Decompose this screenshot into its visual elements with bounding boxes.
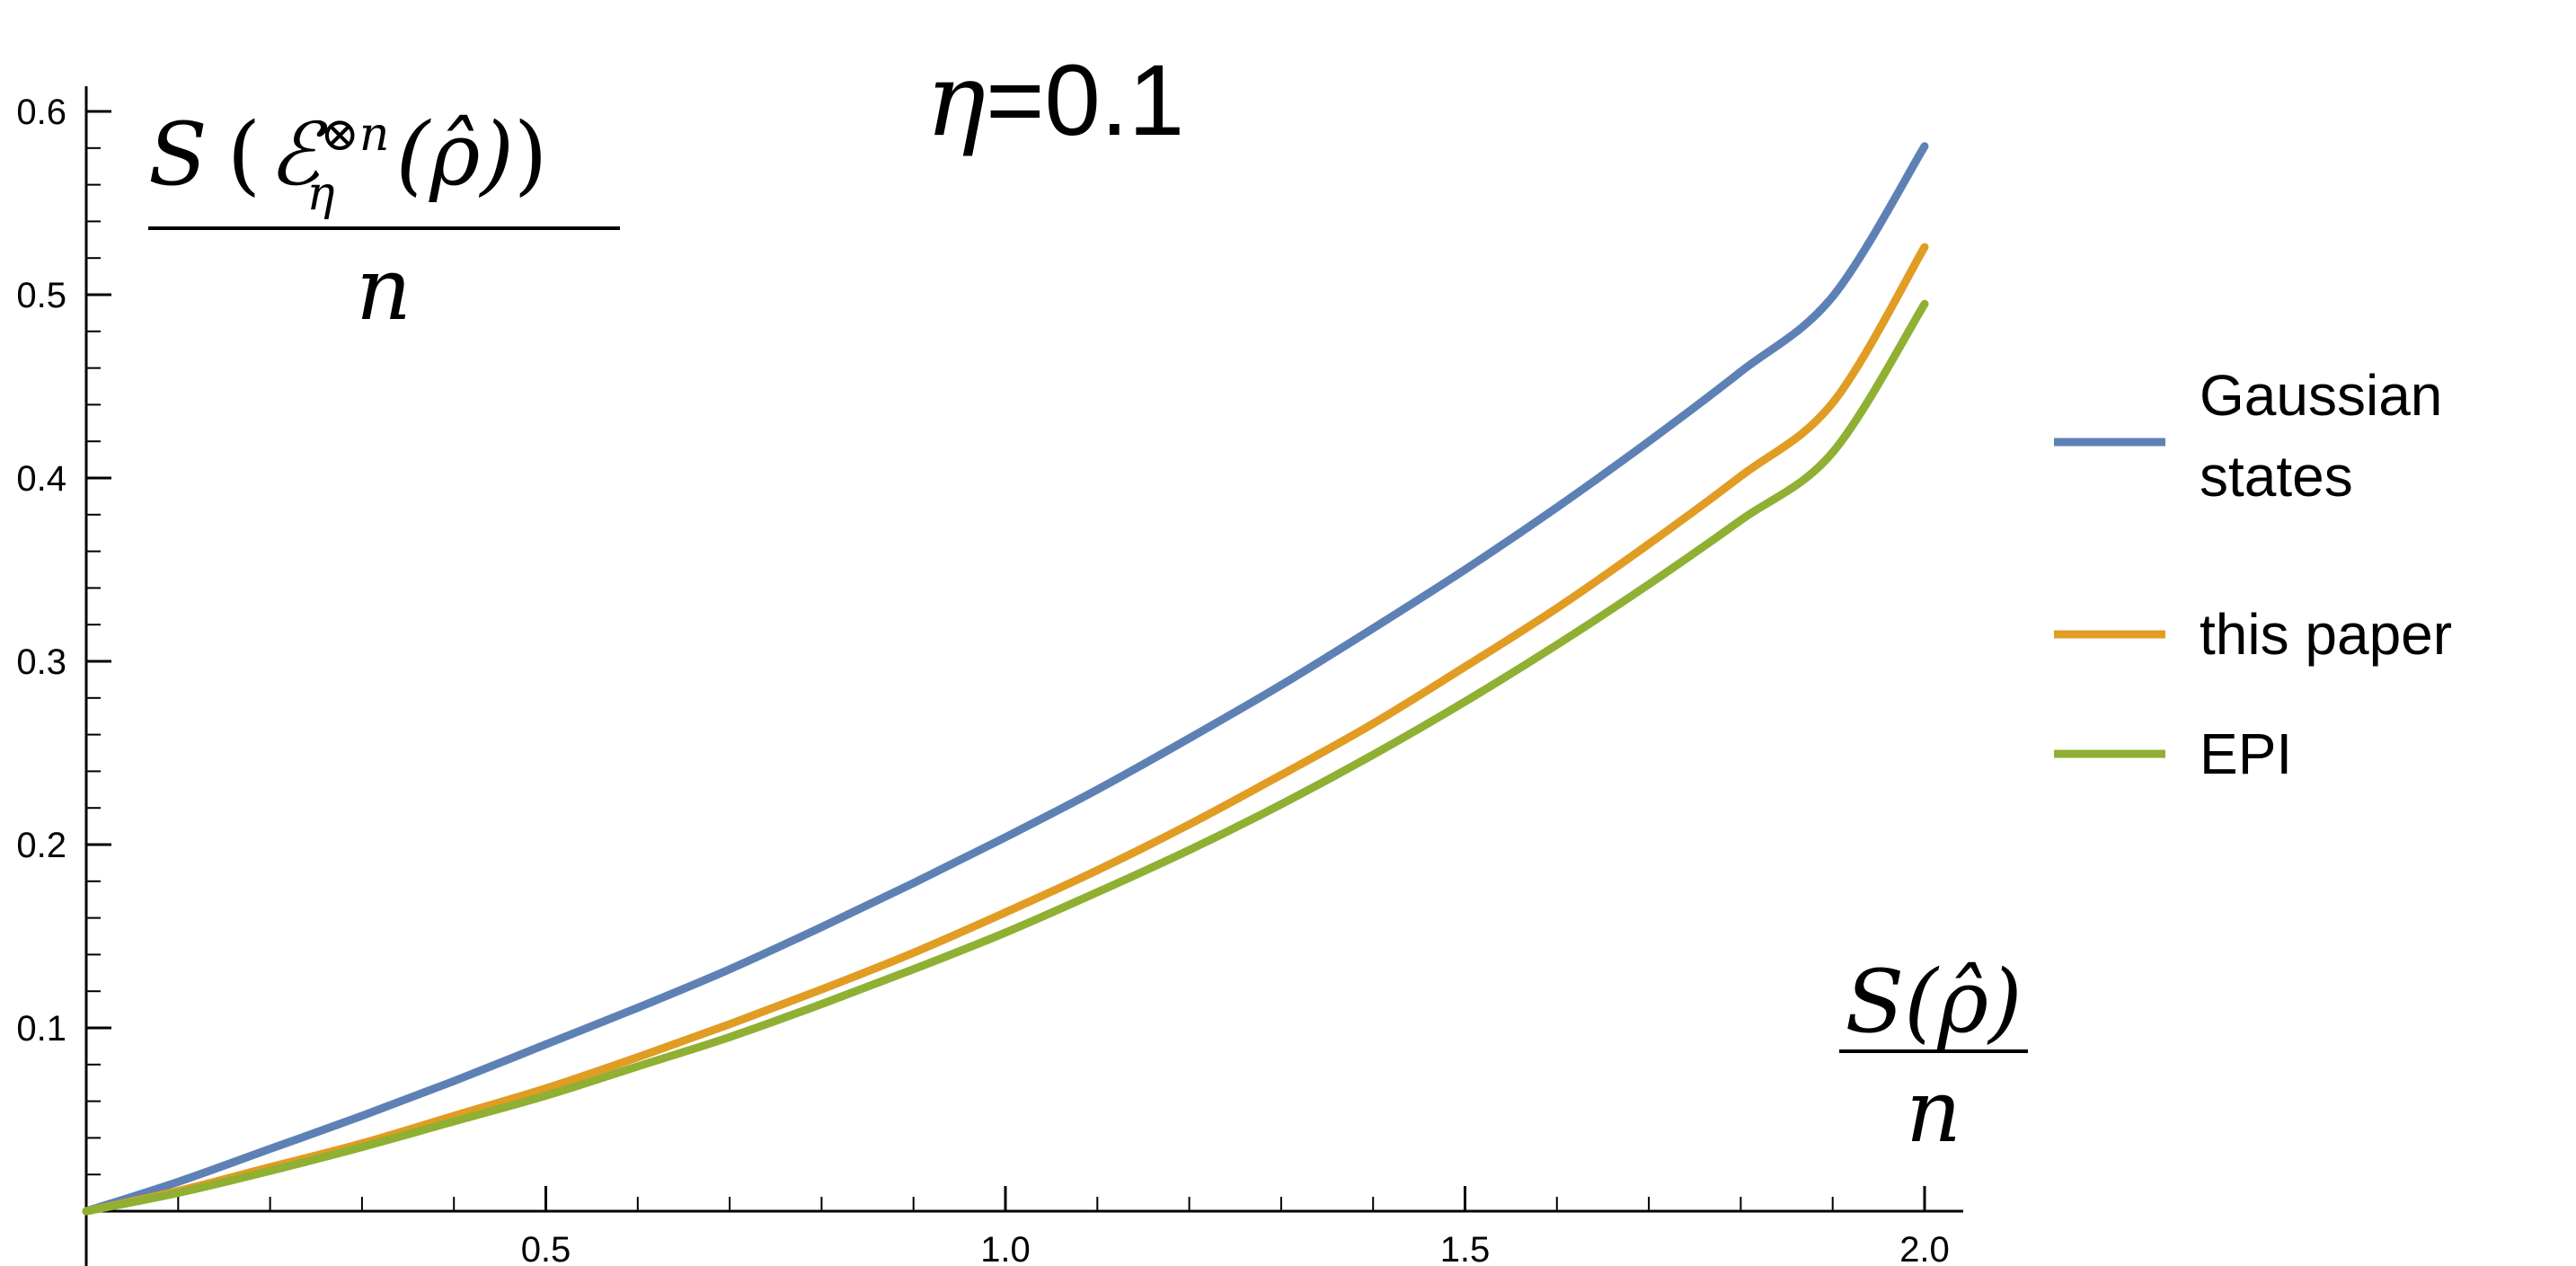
series-layer bbox=[82, 142, 1929, 1216]
series-line-epi bbox=[82, 299, 1929, 1216]
x-axis-label-denominator: n bbox=[1906, 1061, 1961, 1162]
y-label-tensor-power: ⊗n bbox=[320, 108, 389, 162]
y-axis-label: S (ℰ⊗n η (ρ̂)) n bbox=[148, 104, 620, 340]
y-axis-ticks: 0.1 0.2 0.3 0.4 0.5 0.6 bbox=[16, 93, 111, 1176]
x-axis-ticks: 0.5 1.0 1.5 2.0 bbox=[177, 1186, 1950, 1266]
x-tick-label: 2.0 bbox=[1899, 1230, 1950, 1266]
y-tick-label: 0.4 bbox=[16, 459, 66, 499]
chart-title-value: =0.1 bbox=[986, 44, 1184, 156]
legend: Gaussian states this paper EPI bbox=[2054, 363, 2452, 786]
x-tick-label: 0.5 bbox=[521, 1230, 571, 1266]
chart-title: η=0.1 bbox=[925, 42, 1184, 159]
y-label-close-paren: ) bbox=[514, 104, 547, 205]
y-tick-label: 0.1 bbox=[16, 1009, 66, 1049]
x-axis-label: S(ρ̂) n bbox=[1839, 952, 2028, 1162]
x-tick-label: 1.5 bbox=[1440, 1230, 1491, 1266]
legend-label-gaussian-states: Gaussian bbox=[2200, 363, 2442, 428]
chart-title-eta: η bbox=[925, 42, 986, 159]
legend-label-gaussian-states: states bbox=[2200, 444, 2353, 509]
y-label-argument: (ρ̂) bbox=[396, 104, 514, 205]
y-tick-label: 0.3 bbox=[16, 642, 66, 682]
y-tick-label: 0.6 bbox=[16, 93, 66, 132]
series-line-this-paper bbox=[82, 243, 1929, 1216]
legend-label-epi: EPI bbox=[2200, 722, 2292, 786]
y-axis-label-denominator: n bbox=[356, 239, 412, 340]
series-line-gaussian-states bbox=[82, 142, 1929, 1216]
y-label-eta-subscript: η bbox=[306, 167, 334, 221]
y-label-entropy-symbol: S bbox=[148, 104, 208, 205]
y-label-open-paren: ( bbox=[227, 104, 261, 205]
y-tick-label: 0.2 bbox=[16, 826, 66, 865]
y-axis-label-numerator: S (ℰ⊗n η (ρ̂)) bbox=[148, 104, 547, 221]
x-tick-label: 1.0 bbox=[980, 1230, 1031, 1266]
y-tick-label: 0.5 bbox=[16, 276, 66, 315]
x-axis-label-numerator: S(ρ̂) bbox=[1845, 952, 2022, 1052]
y-label-channel-symbol: ℰ bbox=[268, 104, 328, 205]
legend-label-this-paper: this paper bbox=[2200, 602, 2452, 667]
legend-item-this-paper: this paper bbox=[2054, 602, 2452, 667]
legend-item-epi: EPI bbox=[2054, 722, 2292, 786]
legend-item-gaussian-states: Gaussian states bbox=[2054, 363, 2442, 509]
